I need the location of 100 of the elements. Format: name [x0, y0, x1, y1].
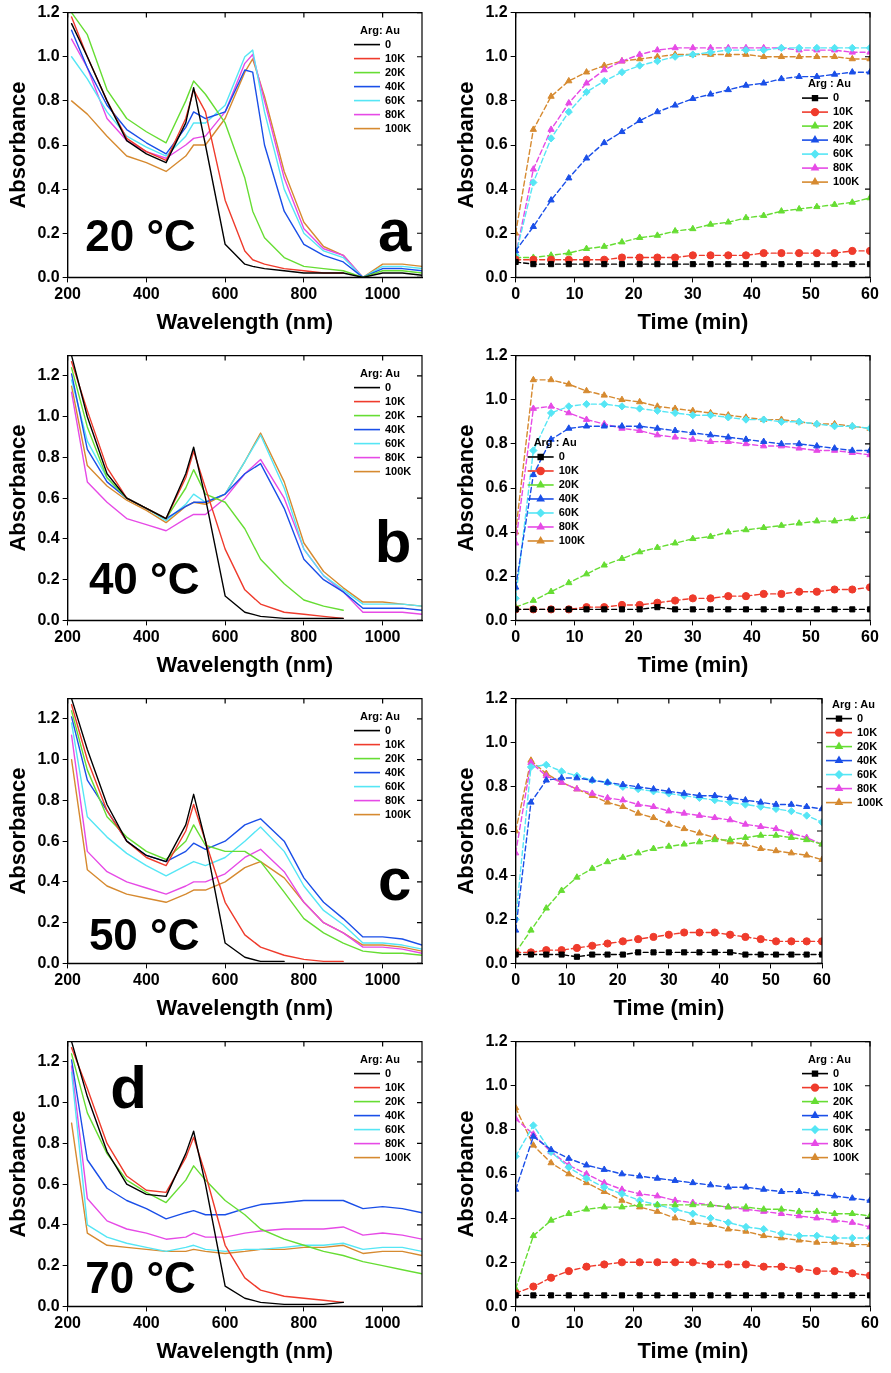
- y-tick-label: 1.0: [37, 407, 60, 425]
- legend-title: Arg: Au: [360, 23, 400, 36]
- y-tick-label: 1.0: [485, 390, 508, 408]
- y-tick-label: 1.0: [37, 750, 60, 768]
- legend-label: 60K: [385, 779, 406, 792]
- legend-label: 80K: [385, 107, 406, 120]
- x-tick-label: 0: [511, 628, 521, 646]
- legend-label: 60K: [385, 436, 406, 449]
- x-axis-title: Time (min): [637, 651, 749, 677]
- legend-label: 100K: [385, 1150, 412, 1163]
- y-tick-label: 0.2: [37, 1256, 60, 1274]
- legend-label: 60K: [558, 506, 579, 519]
- legend-label: 60K: [857, 767, 878, 780]
- x-tick-label: 20: [624, 628, 643, 646]
- y-tick-label: 1.2: [485, 3, 508, 21]
- y-tick-label: 1.0: [485, 47, 508, 65]
- y-tick-label: 0.4: [37, 872, 60, 890]
- y-tick-label: 1.2: [485, 346, 508, 364]
- x-tick-label: 60: [861, 1314, 879, 1332]
- legend-label: 20K: [833, 1094, 854, 1107]
- y-tick-label: 0.6: [37, 135, 60, 153]
- y-tick-label: 0.4: [485, 865, 508, 883]
- annotation: 20 °C: [85, 210, 196, 260]
- y-axis-title: Absorbance: [453, 424, 479, 552]
- x-tick-label: 30: [683, 285, 702, 303]
- y-tick-label: 0.4: [37, 1215, 60, 1233]
- legend-label: 80K: [833, 1136, 854, 1149]
- annotation: 50 °C: [88, 910, 200, 960]
- y-tick-label: 1.0: [37, 47, 60, 65]
- x-tick-label: 10: [565, 628, 584, 646]
- legend-label: 100K: [833, 175, 860, 188]
- annotation: 40 °C: [88, 553, 200, 603]
- x-tick-label: 1000: [364, 1314, 401, 1332]
- x-tick-label: 400: [133, 628, 160, 646]
- y-tick-label: 1.2: [37, 1052, 60, 1070]
- legend-title: Arg : Au: [832, 697, 875, 710]
- y-tick-label: 0.6: [485, 478, 508, 496]
- legend-label: 10K: [385, 737, 406, 750]
- x-tick-label: 600: [211, 285, 239, 303]
- y-tick-label: 0.4: [37, 179, 60, 197]
- legend-label: 0: [857, 711, 864, 724]
- legend-label: 20K: [385, 65, 406, 78]
- legend-label: 0: [385, 1066, 392, 1079]
- x-tick-label: 30: [659, 971, 678, 989]
- legend-title: Arg : Au: [808, 77, 851, 90]
- legend-title: Arg: Au: [360, 1052, 400, 1065]
- x-tick-label: 40: [710, 971, 729, 989]
- x-tick-label: 0: [511, 971, 521, 989]
- x-tick-label: 600: [211, 628, 239, 646]
- y-tick-label: 1.2: [37, 709, 60, 727]
- y-tick-label: 0.0: [37, 1296, 60, 1314]
- y-axis-title: Absorbance: [453, 81, 479, 209]
- x-tick-label: 0: [511, 285, 521, 303]
- x-tick-label: 1000: [364, 628, 401, 646]
- x-tick-label: 200: [54, 971, 82, 989]
- legend-label: 80K: [385, 450, 406, 463]
- y-tick-label: 0.2: [37, 570, 60, 588]
- legend-title: Arg: Au: [360, 366, 400, 379]
- y-axis-title: Absorbance: [5, 767, 31, 895]
- legend-label: 100K: [558, 534, 585, 547]
- legend-label: 10K: [857, 725, 878, 738]
- x-tick-label: 400: [133, 971, 160, 989]
- x-tick-label: 20: [608, 971, 627, 989]
- legend-label: 10K: [385, 1080, 406, 1093]
- y-tick-label: 0.0: [37, 610, 60, 628]
- y-axis-title: Absorbance: [453, 767, 479, 895]
- x-tick-label: 800: [290, 628, 318, 646]
- legend-label: 10K: [385, 394, 406, 407]
- y-tick-label: 0.2: [485, 1252, 508, 1270]
- x-tick-label: 800: [290, 971, 318, 989]
- y-tick-label: 1.0: [485, 1076, 508, 1094]
- y-axis-title: Absorbance: [5, 424, 31, 552]
- y-tick-label: 0.8: [37, 1133, 60, 1151]
- y-tick-label: 1.0: [37, 1093, 60, 1111]
- legend-label: 40K: [833, 1108, 854, 1121]
- legend-label: 10K: [558, 464, 579, 477]
- legend-label: 40K: [385, 79, 406, 92]
- y-tick-label: 1.2: [485, 689, 508, 707]
- x-axis-title: Wavelength (nm): [156, 1337, 334, 1363]
- annotation: a: [377, 196, 412, 264]
- y-tick-label: 0.0: [485, 610, 508, 628]
- x-tick-label: 40: [742, 1314, 761, 1332]
- legend-label: 100K: [385, 807, 412, 820]
- x-tick-label: 50: [802, 1314, 820, 1332]
- legend-label: 0: [385, 37, 392, 50]
- legend-label: 0: [833, 91, 840, 104]
- y-tick-label: 1.2: [37, 366, 60, 384]
- y-tick-label: 0.6: [37, 488, 60, 506]
- y-tick-label: 0.2: [37, 223, 60, 241]
- legend-label: 20K: [833, 119, 854, 132]
- y-tick-label: 0.8: [485, 1120, 508, 1138]
- legend-label: 10K: [385, 51, 406, 64]
- x-tick-label: 800: [290, 285, 318, 303]
- y-axis-title: Absorbance: [453, 1110, 479, 1238]
- x-tick-label: 10: [565, 1314, 584, 1332]
- legend-label: 60K: [385, 93, 406, 106]
- y-tick-label: 0.4: [485, 522, 508, 540]
- y-tick-label: 0.6: [485, 1164, 508, 1182]
- x-axis-title: Wavelength (nm): [156, 651, 334, 677]
- y-tick-label: 0.8: [37, 447, 60, 465]
